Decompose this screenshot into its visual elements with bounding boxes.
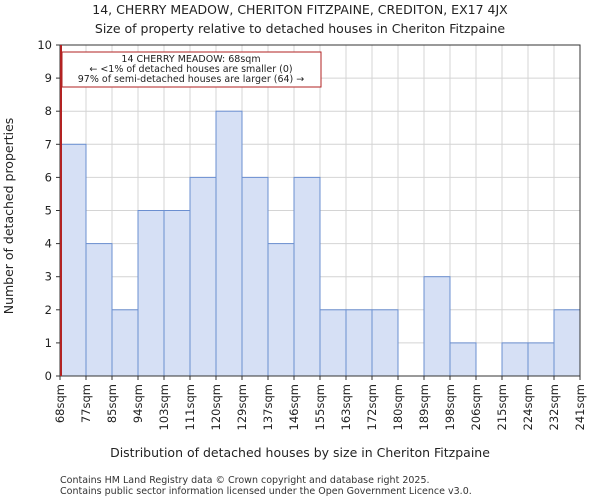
bar-215sqm (501, 342, 529, 377)
bar-77sqm (85, 243, 113, 377)
bar-137sqm (267, 243, 295, 377)
x-tick-label-163sqm: 163sqm (339, 384, 353, 430)
bar-198sqm (449, 342, 477, 377)
x-tick-label-120sqm: 120sqm (209, 384, 223, 430)
bars (59, 110, 581, 377)
bar-68sqm (59, 143, 87, 377)
y-tick-label-9: 9 (45, 71, 52, 85)
x-tick-label-103sqm: 103sqm (157, 384, 171, 430)
annotation-line-3: 97% of semi-detached houses are larger (… (78, 74, 305, 85)
y-tick-label-4: 4 (45, 237, 52, 251)
footer-line-2: Contains public sector information licen… (60, 486, 472, 497)
chart-title: 14, CHERRY MEADOW, CHERITON FITZPAINE, C… (92, 2, 508, 17)
bar-129sqm (241, 176, 269, 377)
y-tick-label-0: 0 (45, 369, 52, 383)
bar-172sqm (371, 309, 399, 377)
annotation-frame (61, 51, 322, 88)
x-axis-label: Distribution of detached houses by size … (110, 445, 490, 460)
y-axis-label: Number of detached properties (1, 118, 16, 315)
chart-subtitle: Size of property relative to detached ho… (95, 21, 506, 36)
x-tick-label-172sqm: 172sqm (365, 384, 379, 430)
x-tick-label-155sqm: 155sqm (313, 384, 327, 430)
x-tick-label-146sqm: 146sqm (287, 384, 301, 430)
bar-189sqm (423, 276, 451, 377)
bar-120sqm (215, 110, 243, 377)
x-tick-label-224sqm: 224sqm (521, 384, 535, 430)
x-tick-label-68sqm: 68sqm (53, 384, 67, 423)
bar-85sqm (111, 309, 139, 377)
y-tick-label-8: 8 (45, 104, 52, 118)
bar-146sqm (293, 176, 321, 377)
x-tick-label-189sqm: 189sqm (417, 384, 431, 430)
x-tick-label-241sqm: 241sqm (573, 384, 587, 430)
annotation-line-2: ← <1% of detached houses are smaller (0) (89, 64, 292, 75)
x-tick-label-198sqm: 198sqm (443, 384, 457, 430)
bar-163sqm (345, 309, 373, 377)
bar-94sqm (137, 210, 165, 377)
bar-103sqm (163, 210, 191, 377)
x-tick-label-215sqm: 215sqm (495, 384, 509, 430)
bar-155sqm (319, 309, 347, 377)
y-tick-label-2: 2 (45, 303, 52, 317)
x-tick-label-94sqm: 94sqm (131, 384, 145, 423)
y-axis-ticks: 0 1 2 3 4 5 6 7 8 9 10 (37, 38, 60, 383)
x-tick-label-180sqm: 180sqm (391, 384, 405, 430)
annotation-line-1: 14 CHERRY MEADOW: 68sqm (121, 54, 260, 65)
bar-224sqm (527, 342, 555, 377)
x-tick-label-137sqm: 137sqm (261, 384, 275, 430)
x-tick-label-77sqm: 77sqm (79, 384, 93, 423)
x-tick-label-206sqm: 206sqm (469, 384, 483, 430)
y-tick-label-10: 10 (37, 38, 52, 52)
x-tick-label-111sqm: 111sqm (183, 384, 197, 430)
annotation-box: 14 CHERRY MEADOW: 68sqm ← <1% of detache… (61, 51, 322, 88)
y-tick-label-3: 3 (45, 270, 52, 284)
y-tick-label-5: 5 (45, 204, 52, 218)
y-tick-label-6: 6 (45, 170, 52, 184)
bar-232sqm (553, 309, 581, 377)
x-tick-label-85sqm: 85sqm (105, 384, 119, 423)
x-tick-label-129sqm: 129sqm (235, 384, 249, 430)
bar-111sqm (189, 176, 217, 377)
y-tick-label-7: 7 (45, 137, 52, 151)
x-axis-ticks: 68sqm 77sqm 85sqm 94sqm 103sqm 111sqm 120sqm 12… (53, 376, 587, 430)
x-tick-label-232sqm: 232sqm (547, 384, 561, 430)
y-tick-label-1: 1 (45, 336, 52, 350)
footer-line-1: Contains HM Land Registry data © Crown c… (60, 475, 430, 486)
